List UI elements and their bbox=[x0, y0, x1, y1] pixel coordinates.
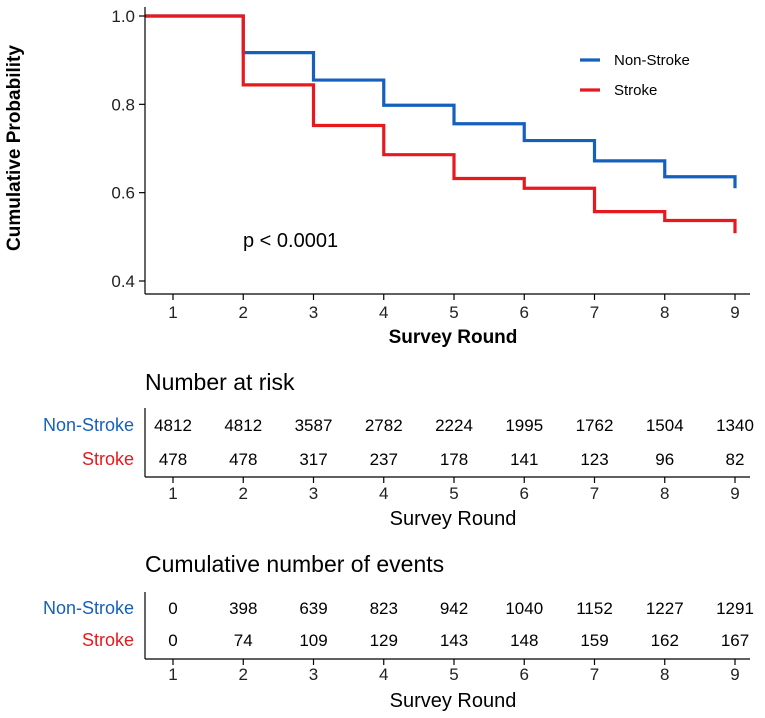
x-tick-label: 5 bbox=[449, 303, 458, 322]
y-axis-title: Cumulative Probability bbox=[4, 45, 25, 251]
table-row-label: Non-Stroke bbox=[43, 598, 134, 618]
y-tick-label: 0.8 bbox=[111, 95, 135, 114]
risk-table-x-ticks: 1 2 3 4 5 6 7 8 9 bbox=[168, 477, 740, 503]
table-x-tick-label: 2 bbox=[239, 484, 248, 503]
table-cell: 2224 bbox=[435, 416, 473, 435]
events-table-x-ticks: 1 2 3 4 5 6 7 8 9 bbox=[168, 659, 740, 684]
table-x-tick-label: 5 bbox=[449, 484, 458, 503]
table-cell: 1340 bbox=[716, 416, 754, 435]
table-cell: 109 bbox=[299, 631, 327, 650]
table-x-tick-label: 1 bbox=[168, 665, 177, 684]
table-cell: 398 bbox=[229, 599, 257, 618]
table-cell: 823 bbox=[370, 599, 398, 618]
table-cell: 4812 bbox=[154, 416, 192, 435]
x-tick-label: 2 bbox=[239, 303, 248, 322]
table-x-tick-label: 4 bbox=[379, 665, 388, 684]
table-cell: 143 bbox=[440, 631, 468, 650]
table-cell: 96 bbox=[655, 450, 674, 469]
table-cell: 4812 bbox=[224, 416, 262, 435]
table-cell: 1291 bbox=[716, 599, 754, 618]
risk-table: Number at risk Non-Stroke 4812 4812 3587 278… bbox=[43, 369, 754, 530]
table-cell: 178 bbox=[440, 450, 468, 469]
table-cell: 123 bbox=[580, 450, 608, 469]
events-table: Cumulative number of events Non-Stroke 0 3… bbox=[43, 551, 754, 712]
x-tick-label: 9 bbox=[730, 303, 739, 322]
risk-table-x-title: Survey Round bbox=[390, 508, 517, 530]
table-cell: 478 bbox=[229, 450, 257, 469]
table-row-label: Stroke bbox=[82, 630, 134, 650]
x-axis-ticks: 1 2 3 4 5 6 7 8 9 bbox=[168, 294, 740, 322]
table-row-label: Non-Stroke bbox=[43, 415, 134, 435]
y-tick-label: 0.6 bbox=[111, 184, 135, 203]
table-cell: 82 bbox=[726, 450, 745, 469]
x-tick-label: 6 bbox=[520, 303, 529, 322]
table-x-tick-label: 6 bbox=[520, 484, 529, 503]
risk-table-title: Number at risk bbox=[145, 369, 295, 395]
table-cell: 1762 bbox=[576, 416, 614, 435]
events-table-x-title: Survey Round bbox=[390, 690, 517, 712]
legend: Non-Stroke Stroke bbox=[580, 52, 690, 99]
x-tick-label: 1 bbox=[168, 303, 177, 322]
table-cell: 1504 bbox=[646, 416, 684, 435]
y-tick-label: 1.0 bbox=[111, 7, 135, 26]
table-x-tick-label: 7 bbox=[590, 484, 599, 503]
km-line-non-stroke bbox=[145, 14, 737, 189]
table-cell: 162 bbox=[651, 631, 679, 650]
table-cell: 942 bbox=[440, 599, 468, 618]
table-x-tick-label: 1 bbox=[168, 484, 177, 503]
table-x-tick-label: 5 bbox=[449, 665, 458, 684]
table-x-tick-label: 6 bbox=[520, 665, 529, 684]
legend-label: Non-Stroke bbox=[614, 52, 690, 69]
p-value-annotation: p < 0.0001 bbox=[243, 230, 338, 252]
x-tick-label: 8 bbox=[660, 303, 669, 322]
x-tick-label: 7 bbox=[590, 303, 599, 322]
table-x-tick-label: 8 bbox=[660, 484, 669, 503]
table-x-tick-label: 7 bbox=[590, 665, 599, 684]
table-x-tick-label: 8 bbox=[660, 665, 669, 684]
table-cell: 141 bbox=[510, 450, 538, 469]
table-cell: 1152 bbox=[576, 599, 613, 618]
table-row-label: Stroke bbox=[82, 449, 134, 469]
y-tick-label: 0.4 bbox=[111, 272, 135, 291]
events-table-cells: Non-Stroke 0 398 639 823 942 1040 1152 1227 1291 S… bbox=[43, 598, 754, 650]
table-cell: 159 bbox=[580, 631, 608, 650]
table-cell: 2782 bbox=[365, 416, 403, 435]
table-cell: 74 bbox=[234, 631, 253, 650]
table-x-tick-label: 4 bbox=[379, 484, 388, 503]
table-x-tick-label: 3 bbox=[309, 484, 318, 503]
x-tick-label: 3 bbox=[309, 303, 318, 322]
table-cell: 148 bbox=[510, 631, 538, 650]
table-cell: 167 bbox=[721, 631, 749, 650]
table-cell: 0 bbox=[168, 631, 177, 650]
table-cell: 317 bbox=[299, 450, 327, 469]
legend-label: Stroke bbox=[614, 82, 657, 99]
km-plot: Cumulative Probability Survey Round 0.40… bbox=[4, 7, 750, 348]
table-cell: 0 bbox=[168, 599, 177, 618]
table-cell: 129 bbox=[370, 631, 398, 650]
table-x-tick-label: 3 bbox=[309, 665, 318, 684]
table-cell: 639 bbox=[299, 599, 327, 618]
table-cell: 3587 bbox=[295, 416, 333, 435]
table-cell: 1995 bbox=[505, 416, 543, 435]
events-table-title: Cumulative number of events bbox=[145, 551, 444, 577]
km-line-stroke bbox=[145, 14, 737, 234]
table-cell: 1040 bbox=[505, 599, 543, 618]
risk-table-cells: Non-Stroke 4812 4812 3587 2782 2224 1995 1762 15… bbox=[43, 415, 754, 469]
table-cell: 1227 bbox=[646, 599, 684, 618]
table-x-tick-label: 9 bbox=[730, 665, 739, 684]
table-cell: 237 bbox=[370, 450, 398, 469]
table-x-tick-label: 2 bbox=[239, 665, 248, 684]
x-axis-title: Survey Round bbox=[389, 327, 518, 348]
x-tick-label: 4 bbox=[379, 303, 388, 322]
table-cell: 478 bbox=[159, 450, 187, 469]
y-axis-ticks: 0.4 0.6 0.8 1.0 bbox=[111, 7, 145, 291]
table-x-tick-label: 9 bbox=[730, 484, 739, 503]
km-lines bbox=[145, 14, 737, 234]
